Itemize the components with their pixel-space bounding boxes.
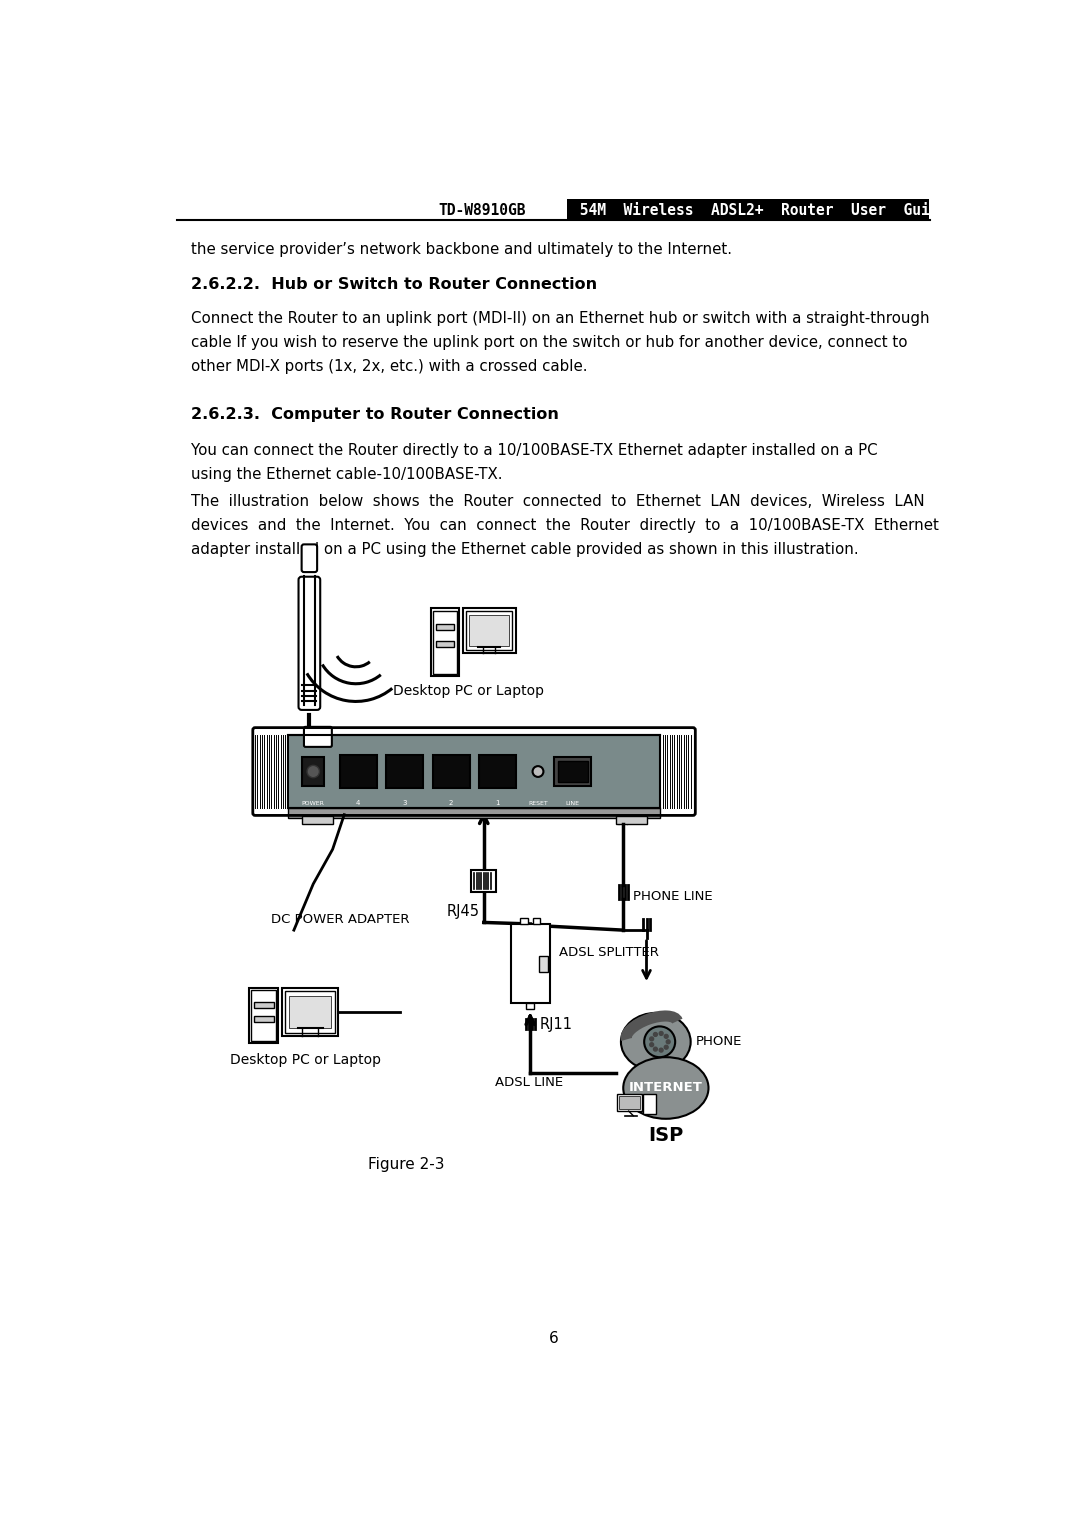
FancyBboxPatch shape: [469, 615, 510, 646]
Text: 2: 2: [449, 800, 454, 806]
Circle shape: [664, 1046, 669, 1049]
FancyBboxPatch shape: [567, 199, 929, 220]
Circle shape: [659, 1032, 663, 1035]
Text: Desktop PC or Laptop: Desktop PC or Laptop: [393, 684, 543, 698]
Text: 2.6.2.3.  Computer to Router Connection: 2.6.2.3. Computer to Router Connection: [191, 406, 558, 421]
Ellipse shape: [621, 1012, 691, 1070]
FancyBboxPatch shape: [254, 1002, 273, 1008]
Text: Desktop PC or Laptop: Desktop PC or Laptop: [230, 1054, 381, 1067]
FancyBboxPatch shape: [558, 760, 588, 782]
FancyBboxPatch shape: [619, 1096, 639, 1109]
FancyBboxPatch shape: [339, 756, 377, 788]
Circle shape: [644, 1026, 675, 1057]
Circle shape: [307, 765, 320, 777]
FancyBboxPatch shape: [554, 757, 592, 786]
FancyBboxPatch shape: [463, 608, 515, 654]
FancyBboxPatch shape: [532, 918, 540, 924]
FancyBboxPatch shape: [616, 815, 647, 825]
FancyBboxPatch shape: [285, 991, 335, 1032]
FancyBboxPatch shape: [252, 989, 276, 1041]
Text: INTERNET: INTERNET: [629, 1081, 703, 1095]
Text: LINE: LINE: [566, 800, 580, 806]
Text: DC POWER ADAPTER: DC POWER ADAPTER: [271, 913, 409, 927]
Text: 2.6.2.2.  Hub or Switch to Router Connection: 2.6.2.2. Hub or Switch to Router Connect…: [191, 278, 597, 292]
FancyBboxPatch shape: [302, 757, 324, 786]
Text: the service provider’s network backbone and ultimately to the Internet.: the service provider’s network backbone …: [191, 241, 732, 257]
Ellipse shape: [623, 1057, 708, 1119]
FancyBboxPatch shape: [254, 1015, 273, 1022]
Text: TD-W8910GB: TD-W8910GB: [438, 203, 526, 218]
Text: 6: 6: [549, 1330, 558, 1345]
FancyBboxPatch shape: [435, 641, 455, 647]
FancyBboxPatch shape: [617, 1095, 642, 1112]
Circle shape: [532, 767, 543, 777]
FancyBboxPatch shape: [282, 988, 338, 1035]
Text: ADSL SPLITTER: ADSL SPLITTER: [559, 945, 659, 959]
FancyBboxPatch shape: [301, 544, 318, 573]
Text: Figure 2-3: Figure 2-3: [368, 1157, 445, 1173]
Circle shape: [650, 1043, 653, 1046]
FancyBboxPatch shape: [511, 924, 550, 1003]
Text: 54M  Wireless  ADSL2+  Router  User  Guide: 54M Wireless ADSL2+ Router User Guide: [570, 203, 947, 218]
FancyBboxPatch shape: [387, 756, 423, 788]
Circle shape: [650, 1037, 653, 1041]
Text: RESET: RESET: [528, 800, 548, 806]
Text: ADSL LINE: ADSL LINE: [496, 1077, 564, 1089]
Text: 4: 4: [356, 800, 361, 806]
FancyBboxPatch shape: [521, 918, 528, 924]
Text: RJ45: RJ45: [446, 904, 480, 919]
Text: ISP: ISP: [648, 1127, 684, 1145]
Text: You can connect the Router directly to a 10/100BASE-TX Ethernet adapter installe: You can connect the Router directly to a…: [191, 443, 877, 483]
Text: 3: 3: [403, 800, 407, 806]
FancyBboxPatch shape: [301, 815, 333, 825]
Text: Connect the Router to an uplink port (MDI-II) on an Ethernet hub or switch with : Connect the Router to an uplink port (MD…: [191, 312, 930, 374]
Circle shape: [653, 1032, 658, 1037]
FancyBboxPatch shape: [303, 727, 332, 747]
Text: RJ11: RJ11: [540, 1017, 572, 1032]
FancyBboxPatch shape: [298, 577, 321, 710]
Circle shape: [659, 1048, 663, 1052]
FancyBboxPatch shape: [433, 611, 457, 673]
FancyBboxPatch shape: [248, 988, 279, 1043]
Text: PHONE LINE: PHONE LINE: [633, 890, 712, 902]
Circle shape: [666, 1040, 670, 1044]
FancyBboxPatch shape: [431, 608, 459, 676]
Circle shape: [653, 1048, 658, 1051]
Text: PHONE: PHONE: [697, 1035, 742, 1049]
Text: The  illustration  below  shows  the  Router  connected  to  Ethernet  LAN  devi: The illustration below shows the Router …: [191, 495, 939, 557]
FancyBboxPatch shape: [644, 1095, 656, 1115]
FancyBboxPatch shape: [289, 996, 332, 1028]
Circle shape: [664, 1034, 669, 1038]
FancyBboxPatch shape: [287, 734, 661, 808]
FancyBboxPatch shape: [465, 611, 512, 651]
FancyBboxPatch shape: [526, 1003, 535, 1009]
FancyBboxPatch shape: [471, 870, 496, 892]
FancyBboxPatch shape: [433, 756, 470, 788]
Text: POWER: POWER: [301, 800, 325, 806]
FancyBboxPatch shape: [539, 956, 548, 971]
FancyBboxPatch shape: [287, 808, 661, 818]
FancyBboxPatch shape: [435, 623, 455, 629]
Text: 1: 1: [496, 800, 500, 806]
FancyBboxPatch shape: [480, 756, 516, 788]
